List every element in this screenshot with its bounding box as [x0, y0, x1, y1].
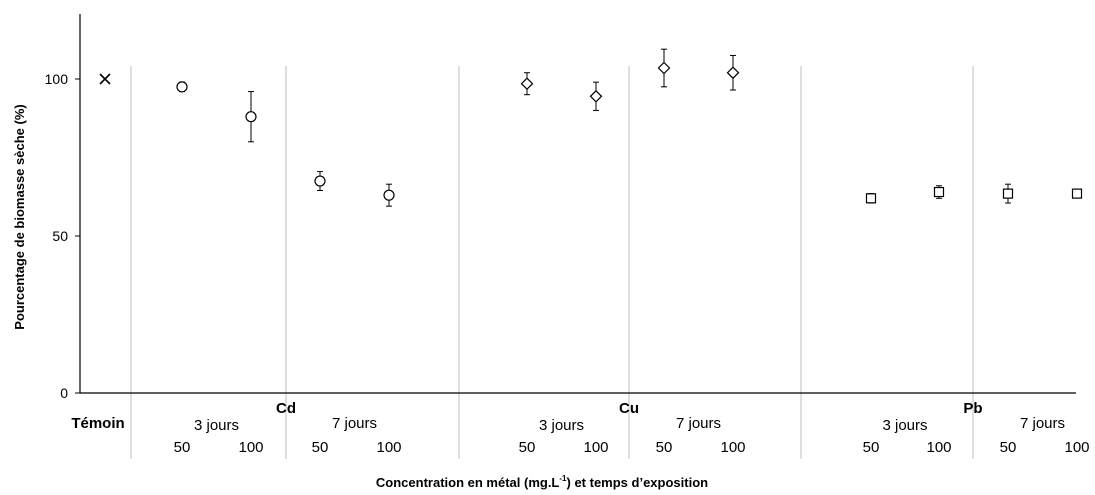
exposure-label: 7 jours: [1020, 415, 1065, 432]
data-point: [1002, 188, 1014, 199]
concentration-label: 50: [312, 439, 329, 456]
x-axis-title: Concentration en métal (mg.L-1) et temps…: [376, 474, 708, 490]
data-point: [726, 66, 740, 80]
data-point: [589, 89, 603, 103]
control-label: Témoin: [71, 415, 124, 432]
y-tick-label: 100: [45, 71, 69, 87]
data-point: [383, 189, 395, 201]
data-point: [245, 111, 257, 123]
data-point: [865, 193, 877, 204]
exposure-label: 3 jours: [539, 417, 584, 434]
control-marker: [99, 73, 111, 85]
exposure-label: 3 jours: [882, 417, 927, 434]
concentration-label: 100: [1064, 439, 1089, 456]
markers: [99, 61, 1083, 204]
exposure-label: 3 jours: [194, 417, 239, 434]
concentration-label: 100: [720, 439, 745, 456]
concentration-label: 100: [376, 439, 401, 456]
x-axis-title-tail: ) et temps d’exposition: [567, 475, 709, 490]
concentration-label: 50: [656, 439, 673, 456]
separators: [130, 66, 974, 459]
group-label: Cd: [276, 400, 296, 417]
group-label: Cu: [619, 400, 639, 417]
y-tick-label: 0: [60, 385, 68, 401]
concentration-label: 50: [519, 439, 536, 456]
x-axis-title-sup: -1: [559, 474, 567, 483]
data-point: [314, 175, 326, 187]
error-bars: [179, 48, 1011, 207]
concentration-label: 50: [863, 439, 880, 456]
concentration-label: 50: [1000, 439, 1017, 456]
y-ticks: 0 50 100: [45, 71, 80, 401]
group-label: Pb: [963, 400, 982, 417]
concentration-label: 100: [583, 439, 608, 456]
data-point: [933, 186, 945, 198]
data-point: [1071, 188, 1083, 199]
data-point: [657, 61, 671, 75]
y-tick-label: 50: [52, 228, 68, 244]
x-axis-title-main: Concentration en métal (mg.L: [376, 475, 560, 490]
data-point: [520, 77, 534, 91]
exposure-label: 7 jours: [332, 415, 377, 432]
exposure-label: 7 jours: [676, 415, 721, 432]
y-axis-title: Pourcentage de biomasse sèche (%): [12, 104, 27, 329]
concentration-label: 50: [174, 439, 191, 456]
data-point: [176, 81, 188, 93]
concentration-label: 100: [238, 439, 263, 456]
axes: [79, 14, 1076, 394]
concentration-label: 100: [926, 439, 951, 456]
